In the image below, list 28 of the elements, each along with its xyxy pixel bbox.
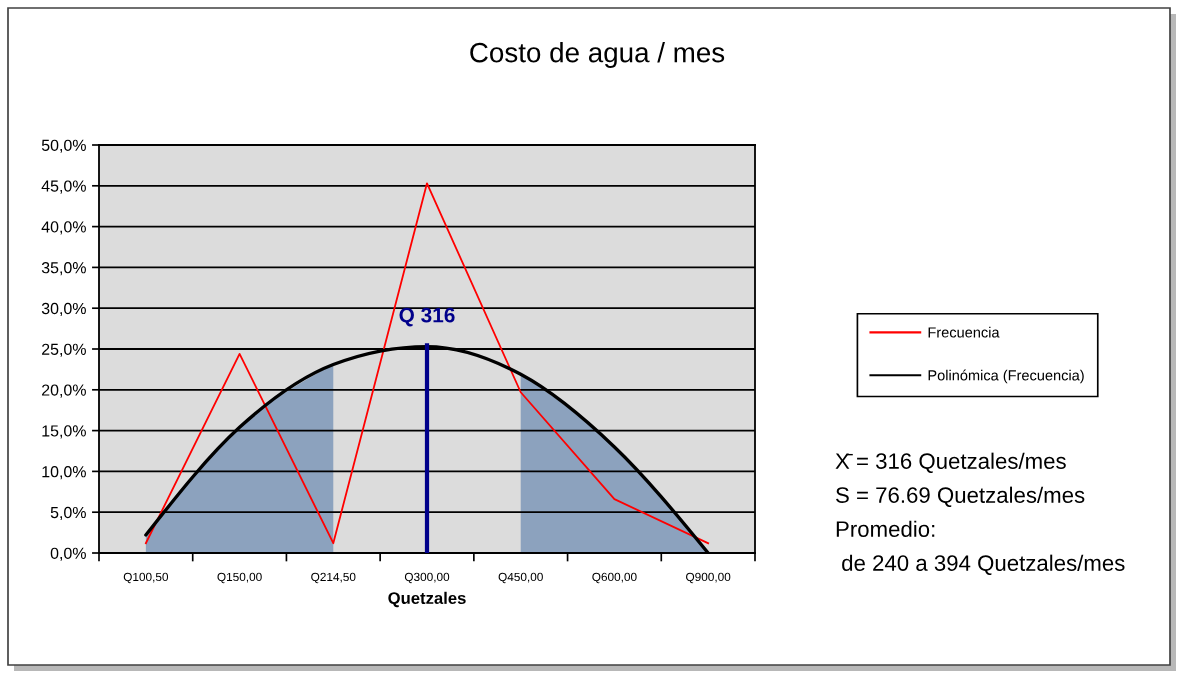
y-tick-label: 30,0% bbox=[41, 302, 86, 317]
y-tick-label: 20,0% bbox=[42, 384, 86, 398]
y-tick-label: 5,0% bbox=[50, 506, 86, 521]
y-tick-label: 0,0% bbox=[50, 547, 86, 561]
x-tick-label: Q600,00 bbox=[592, 572, 637, 584]
x-tick-label: Q150,00 bbox=[217, 572, 262, 584]
x-tick-label: Q450,00 bbox=[498, 572, 543, 584]
legend-label: Frecuencia bbox=[928, 326, 1000, 338]
x-tick-label: Q300,00 bbox=[404, 572, 450, 584]
x-tick-label: Q214,50 bbox=[311, 572, 356, 584]
y-tick-label: 40,0% bbox=[41, 221, 86, 235]
y-tick-label: 25,0% bbox=[42, 343, 86, 357]
data-label: Q 316 bbox=[399, 307, 455, 327]
y-tick-label: 50,0% bbox=[41, 139, 86, 153]
chart-title: Costo de agua / mes bbox=[470, 42, 725, 68]
legend-label: Polinómica (Frecuencia) bbox=[928, 369, 1084, 384]
y-tick-label: 15,0% bbox=[42, 425, 86, 439]
text: X̄ = 316 Quetzales/mes bbox=[835, 452, 1066, 473]
line-series bbox=[144, 182, 710, 545]
x-tick-label: Q100,50 bbox=[123, 572, 169, 584]
x-tick-label: Q900,00 bbox=[686, 572, 731, 584]
y-tick-label: 10,0% bbox=[42, 466, 86, 480]
x-axis-title: Quetzales bbox=[388, 591, 466, 608]
y-tick-label: 35,0% bbox=[41, 262, 86, 276]
y-tick-label: 45,0% bbox=[41, 180, 86, 194]
text: S = 76.69 Quetzales/mes bbox=[836, 486, 1085, 507]
text: Promedio: bbox=[836, 520, 935, 537]
text: de 240 a 394 Quetzales/mes bbox=[842, 554, 1125, 575]
